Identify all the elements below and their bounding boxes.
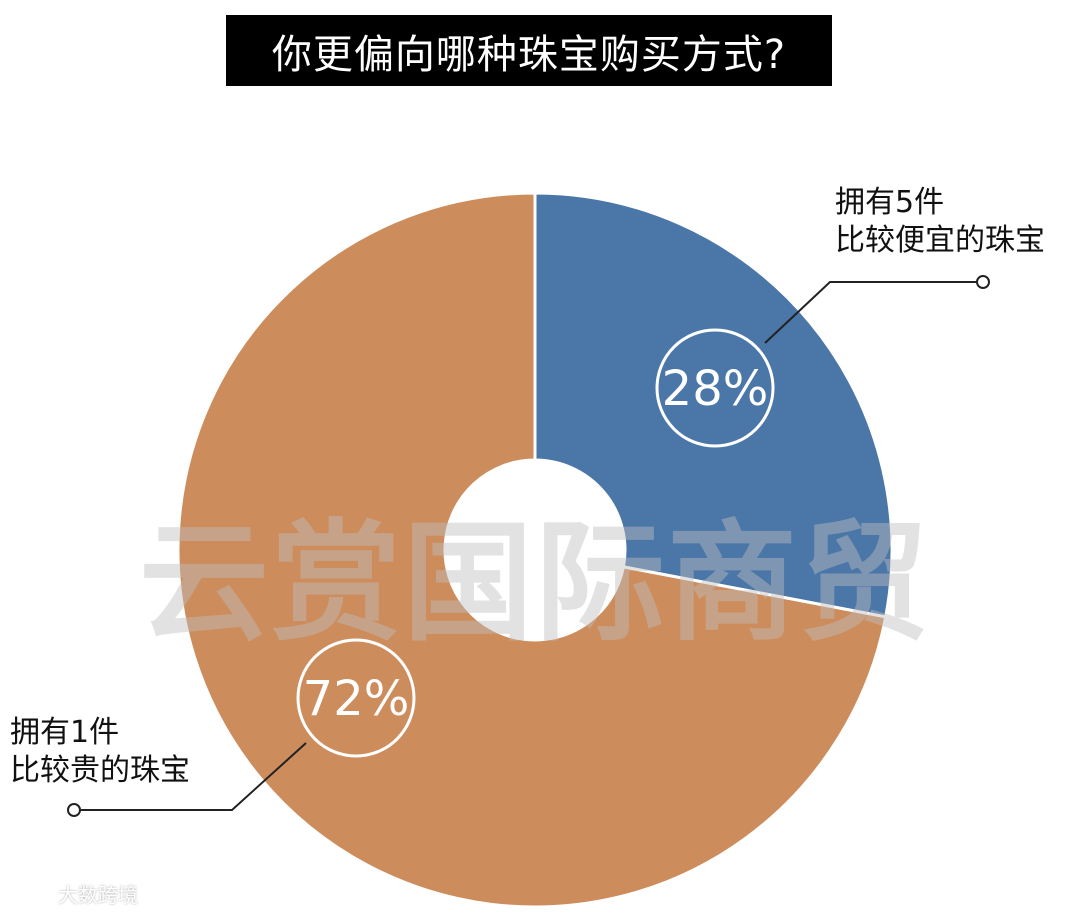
- percent-ring-1: [296, 638, 416, 758]
- blue-slice-label-line2: 比较便宜的珠宝: [835, 223, 1045, 258]
- blue-slice-label-line1: 拥有5件: [835, 185, 945, 220]
- orange-slice-label-line1: 拥有1件: [10, 715, 120, 750]
- callout-line-1: [80, 742, 307, 811]
- data-label-percent-1: 72%: [303, 671, 410, 727]
- callout-dot-1: [67, 803, 81, 817]
- legend-label-blue-slice: 拥有5件 比较便宜的珠宝: [835, 184, 1045, 260]
- legend-label-orange-slice: 拥有1件 比较贵的珠宝: [10, 714, 190, 790]
- source-text: 大数跨境: [58, 882, 138, 907]
- logo-icon: [8, 881, 52, 905]
- source-watermark: 大数跨境: [8, 878, 138, 908]
- percent-ring-0: [655, 328, 775, 448]
- pie-slice-1: [176, 191, 888, 909]
- orange-slice-label-line2: 比较贵的珠宝: [10, 753, 190, 788]
- callout-line-0: [764, 281, 977, 344]
- callout-dot-0: [976, 275, 990, 289]
- data-label-percent-0: 28%: [662, 361, 769, 417]
- pie-slice-0: [533, 191, 894, 619]
- chart-title: 你更偏向哪种珠宝购买方式?: [226, 15, 832, 86]
